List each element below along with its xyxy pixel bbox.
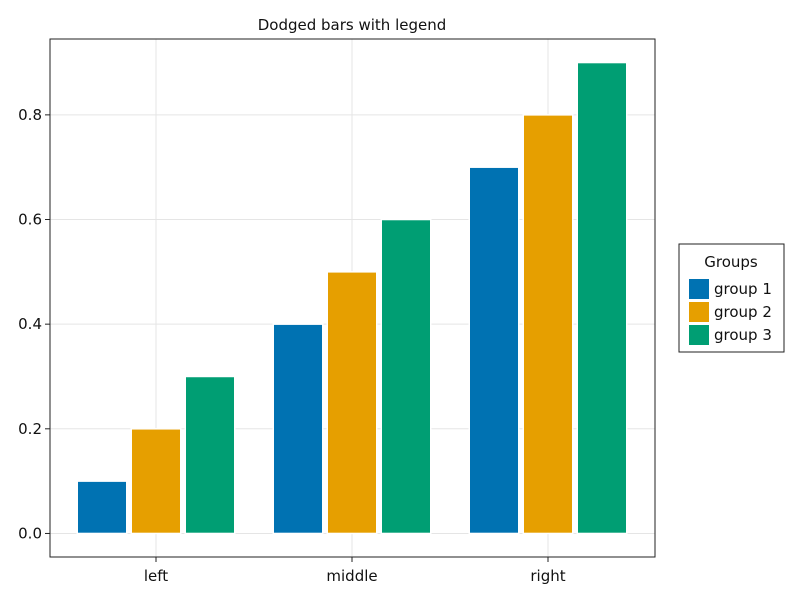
legend: Groups group 1 group 2 group 3 [678,243,785,353]
bar [76,480,128,535]
bar [184,375,236,535]
y-tick-label: 0.6 [18,211,42,229]
legend-swatch [689,302,709,322]
legend-swatch [689,279,709,299]
bar [576,61,628,535]
legend-swatch [689,325,709,345]
x-axis: left middle right [144,557,566,585]
legend-items: group 1 group 2 group 3 [689,279,772,345]
y-tick-label: 0.4 [18,315,42,333]
x-tick-label: middle [326,567,377,585]
legend-label: group 2 [714,303,772,321]
bar [380,218,432,535]
y-axis: 0.0 0.2 0.4 0.6 0.8 [18,106,50,542]
bar [468,166,520,535]
chart-title: Dodged bars with legend [258,16,447,34]
x-tick-label: right [530,567,565,585]
legend-title: Groups [704,253,758,271]
y-tick-label: 0.2 [18,420,42,438]
bar [522,114,574,535]
legend-label: group 3 [714,326,772,344]
bar [272,323,324,535]
bar [130,428,182,535]
y-tick-label: 0.0 [18,524,42,542]
bars [76,61,628,535]
y-tick-label: 0.8 [18,106,42,124]
legend-label: group 1 [714,280,772,298]
x-tick-label: left [144,567,168,585]
bar [326,271,378,535]
